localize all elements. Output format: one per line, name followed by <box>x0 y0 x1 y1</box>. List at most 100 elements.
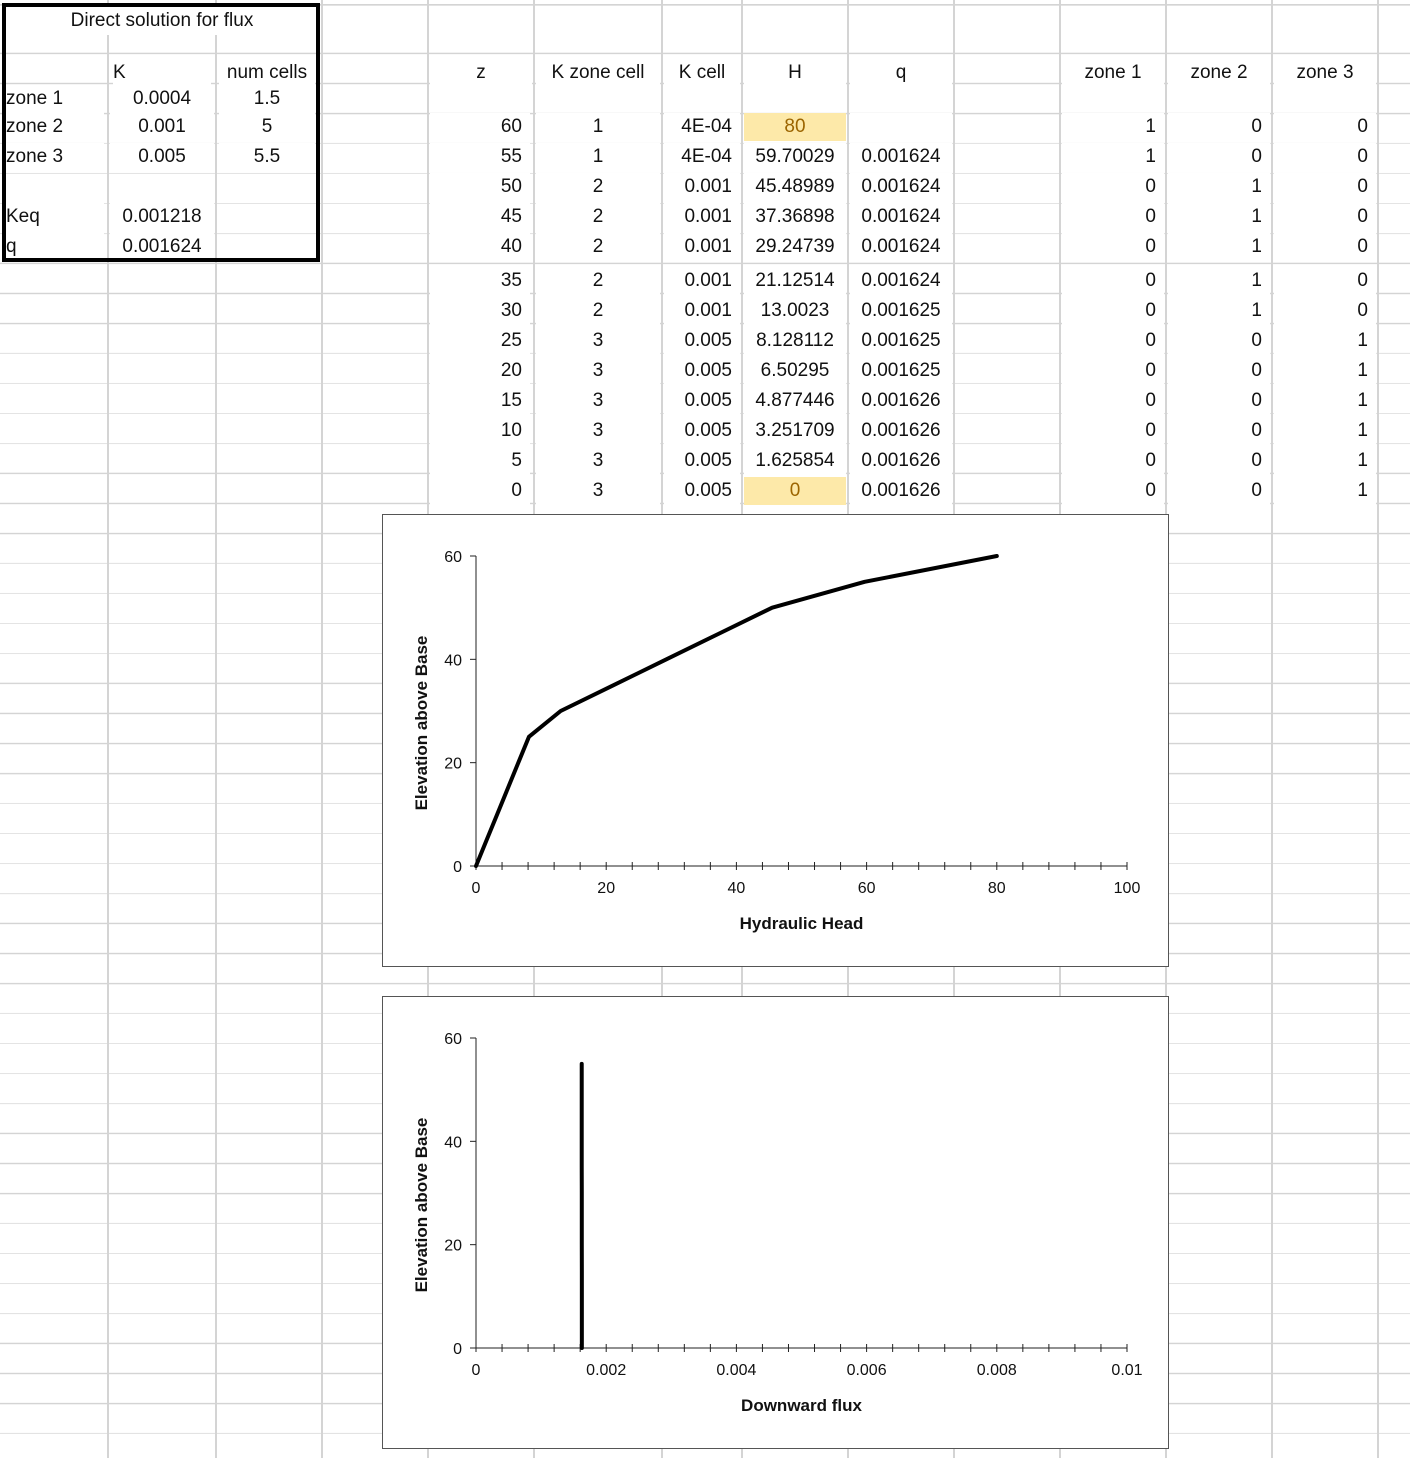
cell-q[interactable]: 0.001624 <box>850 173 952 201</box>
cell-z[interactable]: 15 <box>430 387 530 415</box>
cell-q[interactable]: 0.001624 <box>850 143 952 171</box>
zone-flag-cell[interactable]: 0 <box>1274 267 1376 295</box>
zone-flag-cell[interactable]: 1 <box>1168 267 1270 295</box>
zone-cells[interactable]: 5.5 <box>219 143 315 171</box>
q-label[interactable]: q <box>6 233 104 261</box>
cell-k-zone[interactable]: 1 <box>536 143 660 171</box>
cell-q[interactable]: 0.001626 <box>850 417 952 445</box>
zone-flag-cell[interactable]: 1 <box>1062 143 1164 171</box>
cell-k-zone[interactable]: 3 <box>536 387 660 415</box>
cell-q[interactable]: 0.001626 <box>850 477 952 505</box>
zone-flag-cell[interactable]: 0 <box>1062 327 1164 355</box>
zone-flag-cell[interactable]: 1 <box>1274 447 1376 475</box>
header-zone-1[interactable]: zone 1 <box>1062 59 1164 87</box>
cell-k[interactable]: 0.005 <box>664 477 740 505</box>
zone-flag-cell[interactable]: 0 <box>1274 233 1376 261</box>
cell-q[interactable]: 0.001626 <box>850 387 952 415</box>
zone-flag-cell[interactable]: 0 <box>1062 417 1164 445</box>
cell-q[interactable]: 0.001626 <box>850 447 952 475</box>
cell-q[interactable] <box>850 113 952 141</box>
cell-h[interactable]: 1.625854 <box>744 447 846 475</box>
zone-flag-cell[interactable]: 1 <box>1274 477 1376 505</box>
cell-z[interactable]: 60 <box>430 113 530 141</box>
cell-h[interactable]: 29.24739 <box>744 233 846 261</box>
cell-k-zone[interactable]: 1 <box>536 113 660 141</box>
cell-z[interactable]: 30 <box>430 297 530 325</box>
header-h[interactable]: H <box>744 59 846 87</box>
zone-flag-cell[interactable]: 1 <box>1274 357 1376 385</box>
cell-z[interactable]: 20 <box>430 357 530 385</box>
cell-k[interactable]: 0.001 <box>664 233 740 261</box>
zone-flag-cell[interactable]: 0 <box>1168 327 1270 355</box>
zone-flag-cell[interactable]: 0 <box>1168 357 1270 385</box>
cell-k-zone[interactable]: 2 <box>536 297 660 325</box>
zone-flag-cell[interactable]: 1 <box>1168 173 1270 201</box>
zone-flag-cell[interactable]: 0 <box>1062 357 1164 385</box>
cell-h[interactable]: 21.12514 <box>744 267 846 295</box>
zone-flag-cell[interactable]: 1 <box>1168 203 1270 231</box>
cell-h[interactable]: 80 <box>744 113 846 141</box>
cell-z[interactable]: 40 <box>430 233 530 261</box>
zone-cells[interactable]: 1.5 <box>219 85 315 113</box>
cell-h[interactable]: 0 <box>744 477 846 505</box>
cell-k-zone[interactable]: 3 <box>536 477 660 505</box>
header-q[interactable]: q <box>850 59 952 87</box>
cell-h[interactable]: 8.128112 <box>744 327 846 355</box>
keq-label[interactable]: Keq <box>6 203 104 231</box>
cell-k-zone[interactable]: 2 <box>536 203 660 231</box>
zone-flag-cell[interactable]: 0 <box>1168 113 1270 141</box>
header-k-cell[interactable]: K cell <box>664 59 740 87</box>
zone-flag-cell[interactable]: 0 <box>1168 143 1270 171</box>
cell-k[interactable]: 4E-04 <box>664 113 740 141</box>
cell-k-zone[interactable]: 2 <box>536 233 660 261</box>
zone-flag-cell[interactable]: 0 <box>1274 143 1376 171</box>
zone-flag-cell[interactable]: 0 <box>1168 417 1270 445</box>
cell-h[interactable]: 3.251709 <box>744 417 846 445</box>
zone-flag-cell[interactable]: 1 <box>1274 327 1376 355</box>
zone-flag-cell[interactable]: 1 <box>1274 387 1376 415</box>
cell-k-zone[interactable]: 2 <box>536 267 660 295</box>
zone-flag-cell[interactable]: 1 <box>1168 297 1270 325</box>
cell-h[interactable]: 13.0023 <box>744 297 846 325</box>
zone-flag-cell[interactable]: 0 <box>1274 203 1376 231</box>
zone-flag-cell[interactable]: 0 <box>1062 387 1164 415</box>
header-zone-3[interactable]: zone 3 <box>1274 59 1376 87</box>
q-value[interactable]: 0.001624 <box>110 233 214 261</box>
header-k-zone-cell[interactable]: K zone cell <box>536 59 660 87</box>
cell-k[interactable]: 0.001 <box>664 267 740 295</box>
cell-k[interactable]: 0.005 <box>664 357 740 385</box>
cell-z[interactable]: 35 <box>430 267 530 295</box>
header-z[interactable]: z <box>430 59 532 87</box>
cell-q[interactable]: 0.001624 <box>850 267 952 295</box>
zone-flag-cell[interactable]: 0 <box>1274 113 1376 141</box>
cell-z[interactable]: 0 <box>430 477 530 505</box>
cell-z[interactable]: 55 <box>430 143 530 171</box>
zone-flag-cell[interactable]: 0 <box>1062 173 1164 201</box>
cell-q[interactable]: 0.001624 <box>850 233 952 261</box>
cell-k[interactable]: 0.005 <box>664 387 740 415</box>
zone-flag-cell[interactable]: 0 <box>1274 173 1376 201</box>
cell-h[interactable]: 45.48989 <box>744 173 846 201</box>
cell-h[interactable]: 6.50295 <box>744 357 846 385</box>
keq-value[interactable]: 0.001218 <box>110 203 214 231</box>
header-k[interactable]: K <box>113 59 211 87</box>
cell-k-zone[interactable]: 3 <box>536 357 660 385</box>
cell-q[interactable]: 0.001625 <box>850 297 952 325</box>
zone-flag-cell[interactable]: 0 <box>1062 203 1164 231</box>
zone-flag-cell[interactable]: 0 <box>1062 447 1164 475</box>
cell-z[interactable]: 45 <box>430 203 530 231</box>
zone-flag-cell[interactable]: 0 <box>1062 477 1164 505</box>
summary-title[interactable]: Direct solution for flux <box>8 7 316 35</box>
cell-k[interactable]: 0.005 <box>664 417 740 445</box>
header-num-cells[interactable]: num cells <box>219 59 315 87</box>
header-zone-2[interactable]: zone 2 <box>1168 59 1270 87</box>
zone-flag-cell[interactable]: 0 <box>1168 447 1270 475</box>
zone-flag-cell[interactable]: 0 <box>1062 267 1164 295</box>
zone-cells[interactable]: 5 <box>219 113 315 141</box>
cell-k-zone[interactable]: 3 <box>536 447 660 475</box>
cell-z[interactable]: 50 <box>430 173 530 201</box>
cell-z[interactable]: 10 <box>430 417 530 445</box>
cell-z[interactable]: 25 <box>430 327 530 355</box>
flux-profile-chart[interactable]: 0 0.002 0.004 0.006 0.008 0.01 0 20 40 60 Downward… <box>382 996 1169 1449</box>
cell-k[interactable]: 0.005 <box>664 327 740 355</box>
